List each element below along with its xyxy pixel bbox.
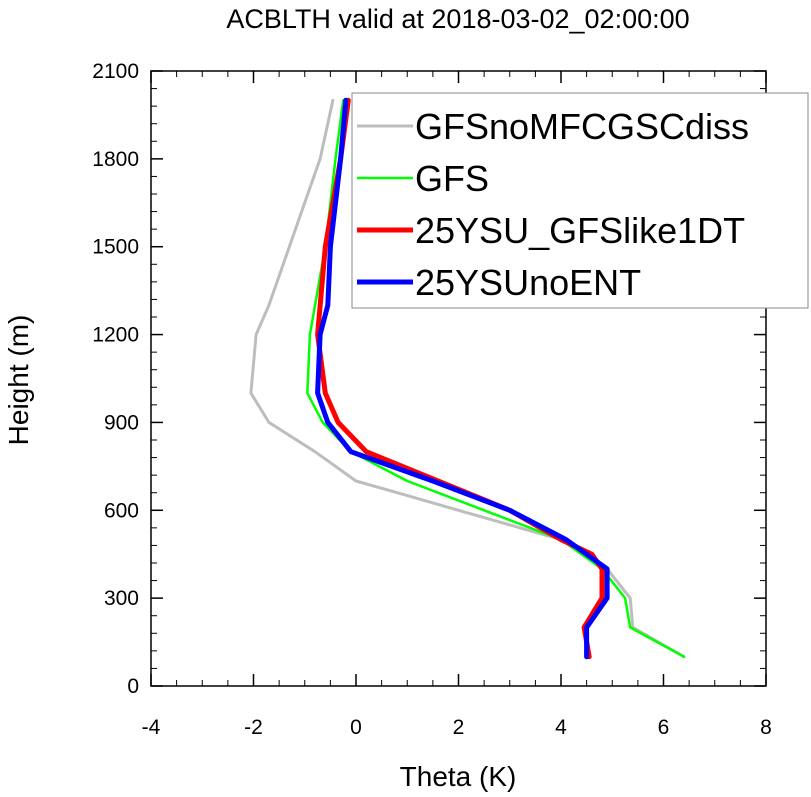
series-line — [315, 97, 610, 660]
y-tick-label: 600 — [104, 499, 139, 522]
legend-label: 25YSUnoENT — [415, 262, 641, 303]
y-tick-label: 300 — [104, 587, 139, 610]
y-tick-label: 1200 — [92, 324, 139, 347]
y-tick-label: 2100 — [92, 60, 139, 83]
legend-label: GFSnoMFCGSCdiss — [415, 106, 749, 147]
y-tick-label: 1800 — [92, 148, 139, 171]
y-axis-ticks: 0 300 600 900 1200 1500 1800 2100 — [92, 60, 766, 698]
x-tick-label: 8 — [760, 716, 772, 739]
legend-label: 25YSU_GFSlike1DT — [415, 210, 745, 251]
x-tick-label: -2 — [244, 716, 263, 739]
legend-label: GFS — [415, 158, 489, 199]
series-lines — [249, 97, 686, 660]
y-tick-label: 0 — [127, 675, 139, 698]
x-tick-label: 4 — [555, 716, 567, 739]
x-tick-label: 0 — [350, 716, 362, 739]
legend: GFSnoMFCGSCdiss GFS 25YSU_GFSlike1DT 25YSUn… — [351, 92, 809, 309]
legend-box — [351, 92, 809, 309]
x-tick-label: -4 — [142, 716, 161, 739]
y-axis-title: Height (m) — [3, 315, 34, 446]
x-tick-label: 6 — [658, 716, 670, 739]
y-tick-label: 1500 — [92, 236, 139, 259]
x-tick-label: 2 — [453, 716, 465, 739]
x-axis-ticks: -4 -2 0 2 4 6 8 — [142, 71, 772, 739]
y-tick-label: 900 — [104, 411, 139, 434]
series-line — [249, 98, 686, 659]
x-axis-title: Theta (K) — [400, 761, 517, 792]
chart-title: ACBLTH valid at 2018-03-02_02:00:00 — [226, 4, 689, 34]
